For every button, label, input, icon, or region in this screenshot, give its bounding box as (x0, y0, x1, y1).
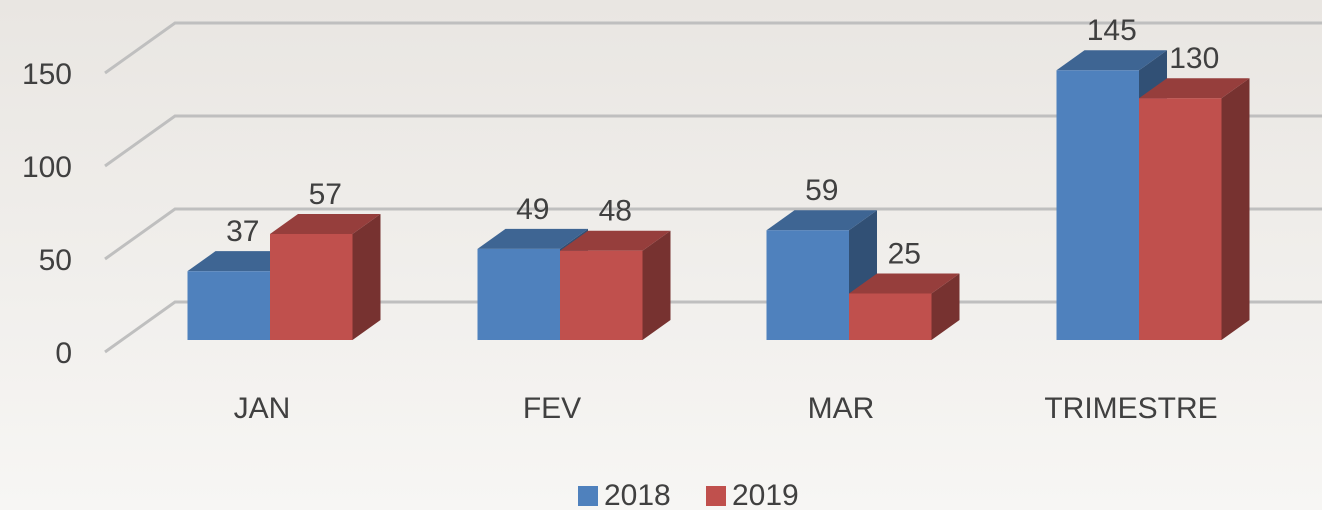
bar (560, 250, 643, 340)
bar-top (849, 273, 960, 294)
y-tick-label: 150 (22, 58, 72, 91)
bar-top (1139, 78, 1250, 99)
grid-line (104, 207, 1322, 261)
data-label: 49 (516, 193, 549, 226)
legend-label: 2018 (604, 479, 671, 510)
y-tick-label: 0 (55, 337, 72, 370)
grid-line (104, 114, 1322, 168)
legend-label: 2019 (732, 479, 799, 510)
y-tick-label: 50 (39, 244, 72, 277)
bar-side (931, 273, 960, 340)
bar (1139, 98, 1222, 340)
grid-line (104, 21, 1322, 75)
data-label: 37 (226, 215, 259, 248)
x-tick-label: FEV (523, 392, 581, 425)
x-tick-label: JAN (234, 392, 291, 425)
bar-top (270, 213, 381, 234)
x-tick-label: MAR (808, 392, 875, 425)
bar-top (560, 230, 671, 251)
data-label: 48 (599, 195, 632, 228)
data-label: 145 (1087, 14, 1137, 47)
bar (1056, 70, 1139, 341)
bar-top (477, 228, 588, 249)
bar (270, 233, 353, 340)
bar-side (352, 213, 381, 340)
data-label: 57 (309, 178, 342, 211)
data-label: 25 (888, 237, 921, 270)
legend-swatch (578, 486, 598, 506)
bar (477, 248, 560, 340)
data-label: 59 (805, 174, 838, 207)
x-tick-label: TRIMESTRE (1044, 392, 1217, 425)
bar (849, 293, 932, 340)
bar (766, 230, 849, 340)
bar-top (1056, 50, 1167, 71)
y-tick-label: 100 (22, 151, 72, 184)
bar-side (642, 230, 671, 340)
bar-top (766, 210, 877, 231)
legend-swatch (706, 486, 726, 506)
bar (187, 271, 270, 340)
data-label: 130 (1169, 42, 1219, 75)
bar-side (1221, 78, 1250, 340)
